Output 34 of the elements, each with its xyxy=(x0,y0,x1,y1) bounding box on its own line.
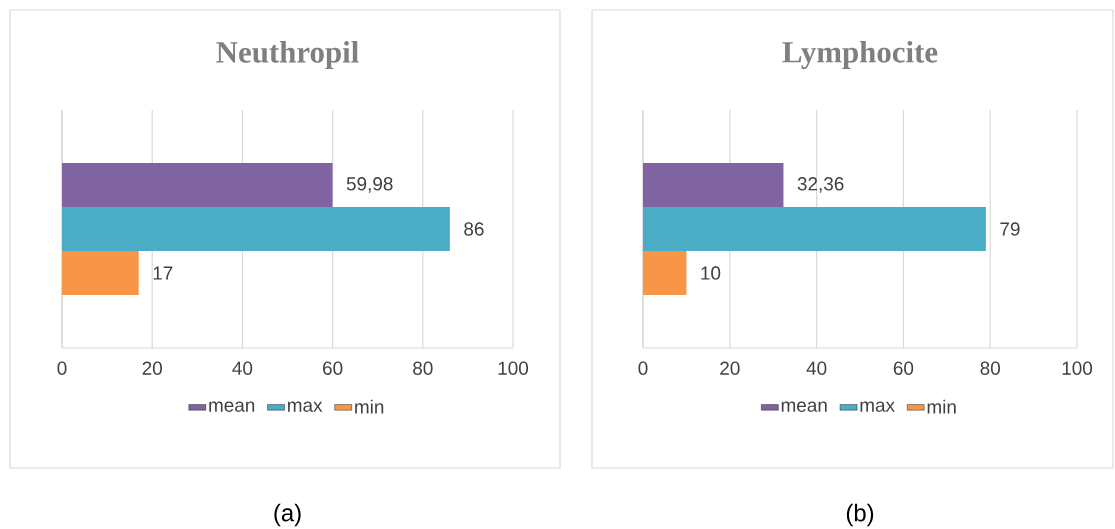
bar xyxy=(62,162,333,207)
legend-label: mean xyxy=(209,401,255,412)
x-tick-label: 60 xyxy=(323,361,343,375)
bar xyxy=(643,206,986,252)
data-label: 17 xyxy=(153,266,173,280)
x-tick-label: 80 xyxy=(980,361,1000,375)
legend-label: min xyxy=(355,399,384,414)
x-tick-label: 40 xyxy=(232,361,253,375)
data-label: 86 xyxy=(464,222,484,236)
legend-label: mean xyxy=(781,401,827,412)
x-tick-label: 0 xyxy=(57,361,67,375)
data-label: 59,98 xyxy=(346,177,393,193)
chart-title: Lymphocite xyxy=(782,40,938,70)
x-tick-label: 40 xyxy=(806,361,827,375)
bar xyxy=(62,206,450,252)
x-tick-label: 20 xyxy=(720,361,740,375)
bar xyxy=(62,251,139,296)
x-tick-label: 20 xyxy=(142,361,162,375)
bar xyxy=(643,251,687,296)
x-tick-label: 80 xyxy=(413,361,433,375)
x-tick-label: 100 xyxy=(1062,361,1093,375)
legend-label: min xyxy=(927,399,956,414)
text: (a) xyxy=(274,503,301,527)
text: (b) xyxy=(846,503,874,527)
x-tick-label: 0 xyxy=(638,361,648,375)
chart-title: Neuthropil xyxy=(216,40,359,69)
data-label: 79 xyxy=(1000,222,1020,236)
legend-label: max xyxy=(288,401,323,412)
x-tick-label: 100 xyxy=(498,361,529,375)
legend-label: max xyxy=(860,401,895,412)
data-label: 32,36 xyxy=(797,177,844,193)
x-tick-label: 60 xyxy=(893,361,914,375)
data-label: 10 xyxy=(701,266,721,280)
bar xyxy=(643,162,784,207)
